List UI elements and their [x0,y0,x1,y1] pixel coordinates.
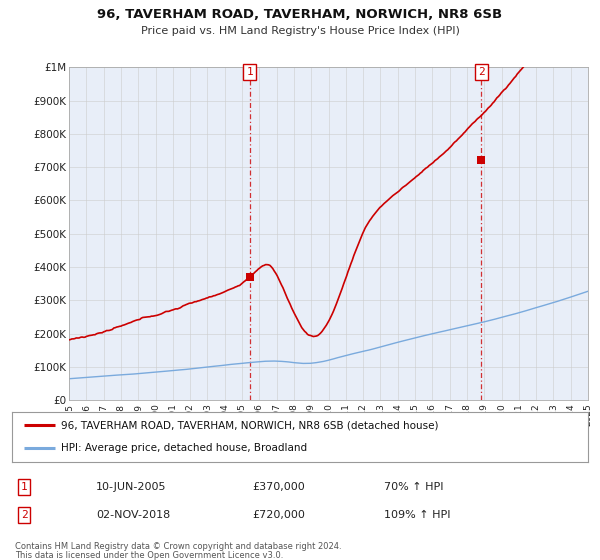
Text: 96, TAVERHAM ROAD, TAVERHAM, NORWICH, NR8 6SB: 96, TAVERHAM ROAD, TAVERHAM, NORWICH, NR… [97,8,503,21]
Text: 10-JUN-2005: 10-JUN-2005 [96,482,167,492]
Text: 1: 1 [246,67,253,77]
Text: 109% ↑ HPI: 109% ↑ HPI [384,510,451,520]
Text: 1: 1 [20,482,28,492]
Text: 2: 2 [478,67,485,77]
Text: This data is licensed under the Open Government Licence v3.0.: This data is licensed under the Open Gov… [15,551,283,560]
Text: 2: 2 [20,510,28,520]
Text: £720,000: £720,000 [252,510,305,520]
Text: 96, TAVERHAM ROAD, TAVERHAM, NORWICH, NR8 6SB (detached house): 96, TAVERHAM ROAD, TAVERHAM, NORWICH, NR… [61,420,439,430]
Text: 02-NOV-2018: 02-NOV-2018 [96,510,170,520]
Text: Price paid vs. HM Land Registry's House Price Index (HPI): Price paid vs. HM Land Registry's House … [140,26,460,36]
Text: 70% ↑ HPI: 70% ↑ HPI [384,482,443,492]
Text: £370,000: £370,000 [252,482,305,492]
Text: HPI: Average price, detached house, Broadland: HPI: Average price, detached house, Broa… [61,444,307,454]
Text: Contains HM Land Registry data © Crown copyright and database right 2024.: Contains HM Land Registry data © Crown c… [15,542,341,550]
